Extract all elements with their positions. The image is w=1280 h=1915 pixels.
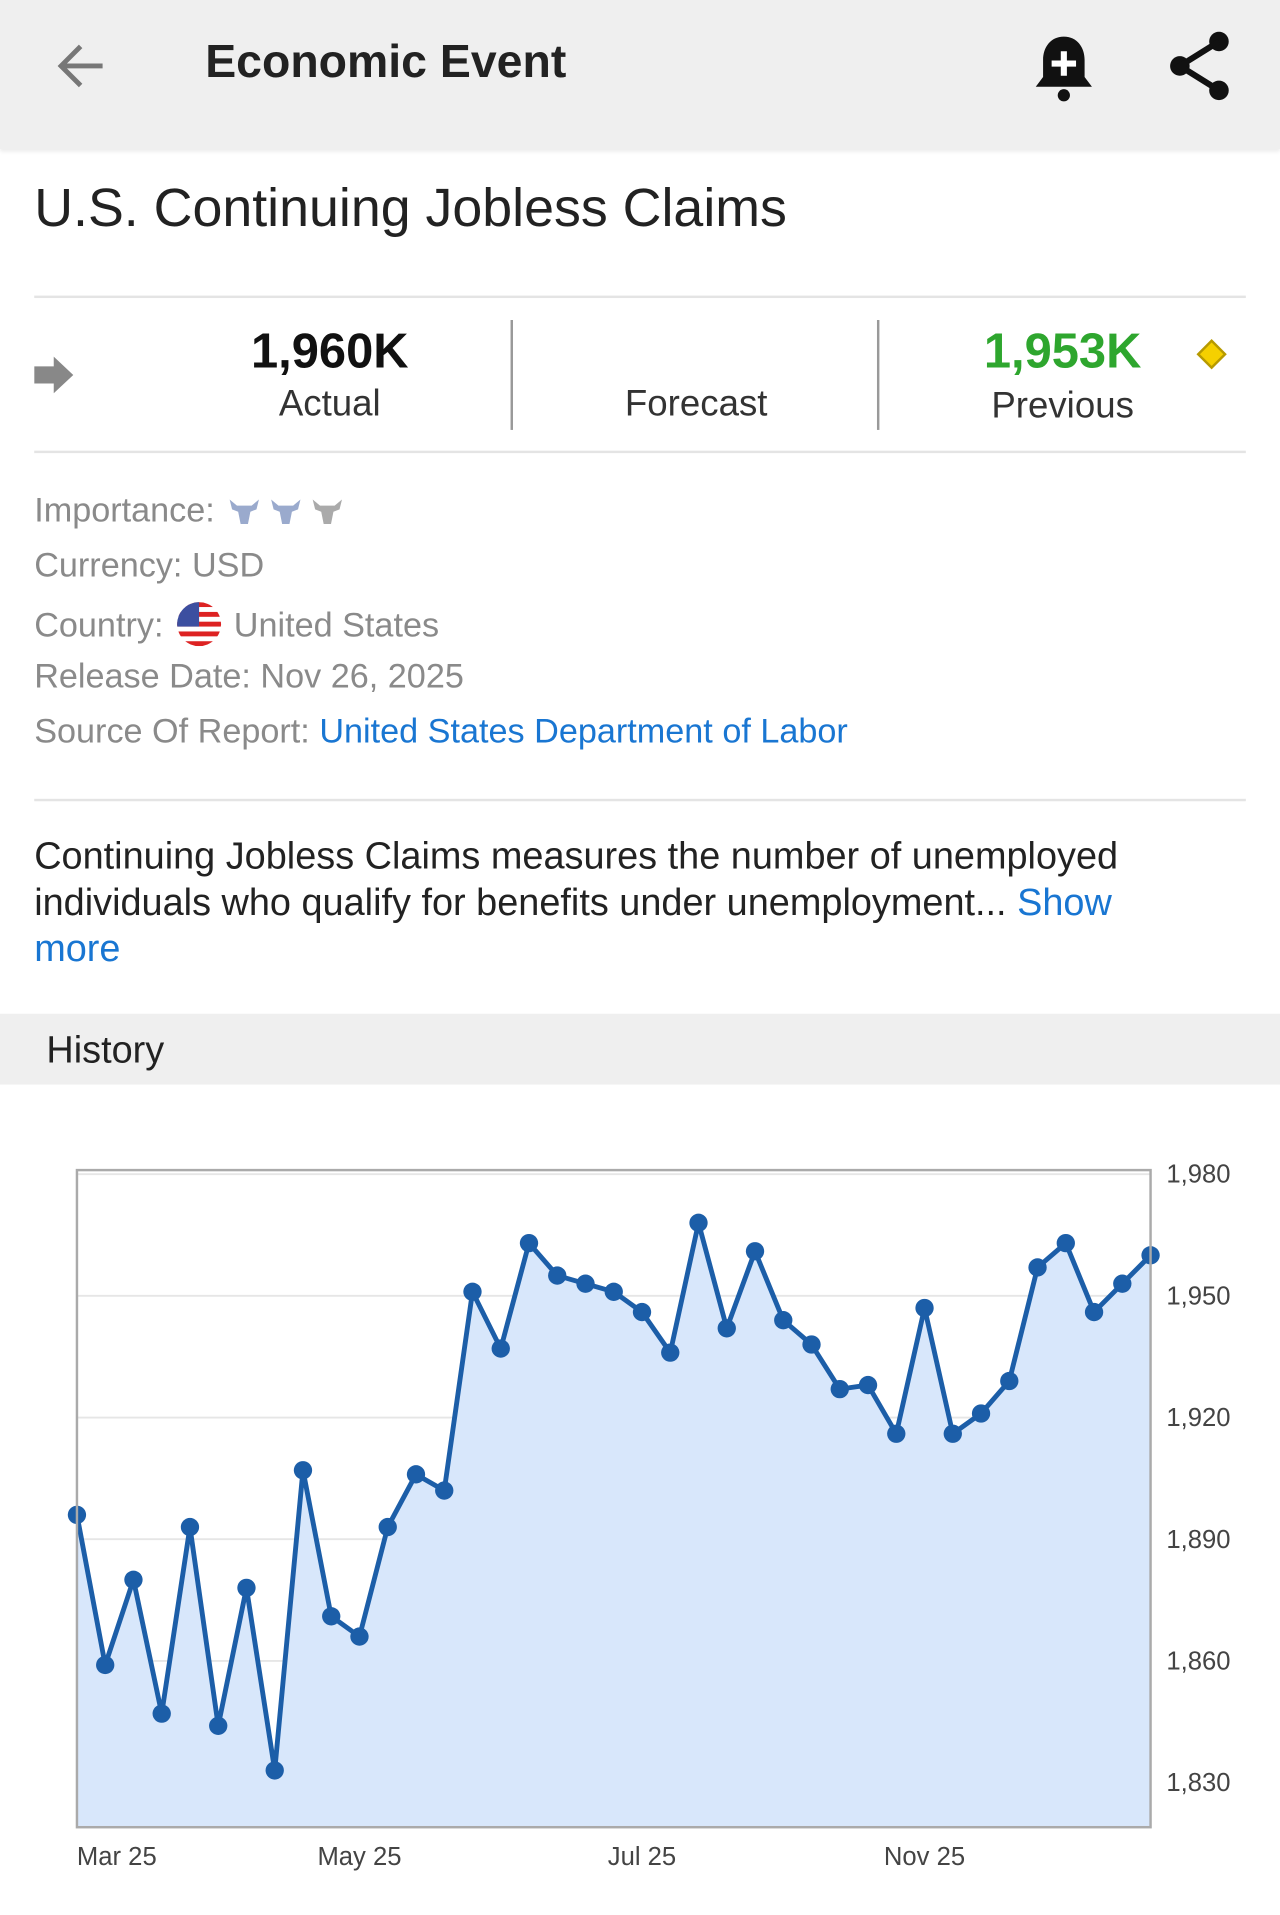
x-tick-label: May 25 <box>317 1843 401 1871</box>
divider <box>876 320 880 430</box>
importance-label: Importance: <box>34 491 215 529</box>
source-link[interactable]: United States Department of Labor <box>319 712 848 750</box>
point <box>1028 1258 1047 1277</box>
point <box>350 1627 369 1646</box>
x-tick-label: Jul 25 <box>608 1843 676 1871</box>
currency-label: Currency: <box>34 545 183 584</box>
point <box>830 1379 849 1399</box>
point <box>406 1465 426 1484</box>
currency-row: Currency: USD <box>34 546 264 585</box>
point <box>435 1481 454 1500</box>
app-bar: Economic Event <box>0 0 1280 150</box>
point <box>971 1404 991 1423</box>
flag-icon <box>176 602 221 647</box>
divider <box>34 295 1246 299</box>
source-label: Source Of Report: <box>34 712 310 750</box>
point <box>124 1570 143 1589</box>
importance-row: Importance: <box>34 491 346 530</box>
point <box>774 1311 793 1330</box>
country-value: United States <box>233 605 440 644</box>
show-more-link[interactable]: Show more <box>34 880 1112 970</box>
importance-icons <box>229 499 342 524</box>
point <box>519 1233 539 1253</box>
event-title: U.S. Continuing Jobless Claims <box>34 178 787 239</box>
point <box>293 1461 313 1480</box>
share-button[interactable] <box>1165 29 1236 102</box>
point <box>576 1274 595 1293</box>
forecast-label: Forecast <box>624 383 768 424</box>
release-date-value: Nov 26, 2025 <box>260 657 464 695</box>
point <box>548 1266 567 1285</box>
release-date-row: Release Date: Nov 26, 2025 <box>34 657 464 696</box>
trend-icon <box>34 356 74 394</box>
app-bar-title: Economic Event <box>205 36 567 88</box>
y-tick-label: 1,980 <box>1166 1161 1230 1189</box>
description-text: Continuing Jobless Claims measures the n… <box>34 834 1119 924</box>
back-button[interactable] <box>54 39 108 93</box>
country-label: Country: <box>34 605 164 644</box>
area <box>76 1222 1151 1828</box>
point <box>463 1282 482 1301</box>
point <box>322 1607 341 1626</box>
y-tick-label: 1,920 <box>1166 1404 1230 1432</box>
point <box>96 1655 115 1675</box>
point <box>632 1302 652 1322</box>
divider <box>34 798 1246 802</box>
point <box>915 1298 934 1318</box>
x-tick-label: Nov 25 <box>884 1843 965 1871</box>
point <box>1000 1371 1019 1391</box>
point <box>717 1319 736 1338</box>
x-tick-label: Mar 25 <box>77 1843 157 1871</box>
point <box>604 1282 623 1301</box>
point <box>152 1704 171 1723</box>
y-tick-label: 1,950 <box>1166 1282 1230 1310</box>
point <box>209 1716 228 1735</box>
point <box>491 1339 510 1358</box>
point <box>1084 1302 1104 1322</box>
point <box>858 1375 878 1395</box>
description: Continuing Jobless Claims measures the n… <box>34 833 1207 972</box>
point <box>1113 1274 1132 1293</box>
previous-value: 1,953K <box>983 324 1142 379</box>
country-row: Country: United States <box>34 601 439 647</box>
point <box>745 1242 765 1261</box>
actual-value: 1,960K <box>250 324 409 379</box>
y-tick-label: 1,890 <box>1166 1526 1230 1554</box>
revision-icon <box>1196 339 1227 370</box>
previous-label: Previous <box>991 385 1134 427</box>
actual-label: Actual <box>278 383 381 424</box>
point <box>689 1213 708 1232</box>
point <box>237 1578 256 1598</box>
point <box>1056 1233 1075 1253</box>
divider <box>510 320 513 430</box>
point <box>661 1343 680 1362</box>
point <box>180 1517 200 1537</box>
y-tick-label: 1,830 <box>1166 1769 1230 1797</box>
source-row: Source Of Report: United States Departme… <box>34 712 848 751</box>
plot-frame <box>75 1168 1152 1829</box>
history-chart: 1,830 1,860 1,890 1,920 1,950 1,980 Mar 25 May … <box>67 1161 1231 1871</box>
point <box>887 1424 906 1443</box>
point <box>378 1517 397 1537</box>
currency-value: USD <box>191 545 265 584</box>
history-bar: History <box>0 1013 1280 1085</box>
history-title: History <box>46 1028 165 1072</box>
y-tick-label: 1,860 <box>1166 1647 1230 1675</box>
point <box>265 1761 284 1780</box>
alert-button[interactable] <box>1031 32 1097 105</box>
point <box>943 1424 962 1443</box>
point <box>802 1335 821 1354</box>
release-date-label: Release Date: <box>34 657 251 695</box>
divider <box>34 450 1246 454</box>
